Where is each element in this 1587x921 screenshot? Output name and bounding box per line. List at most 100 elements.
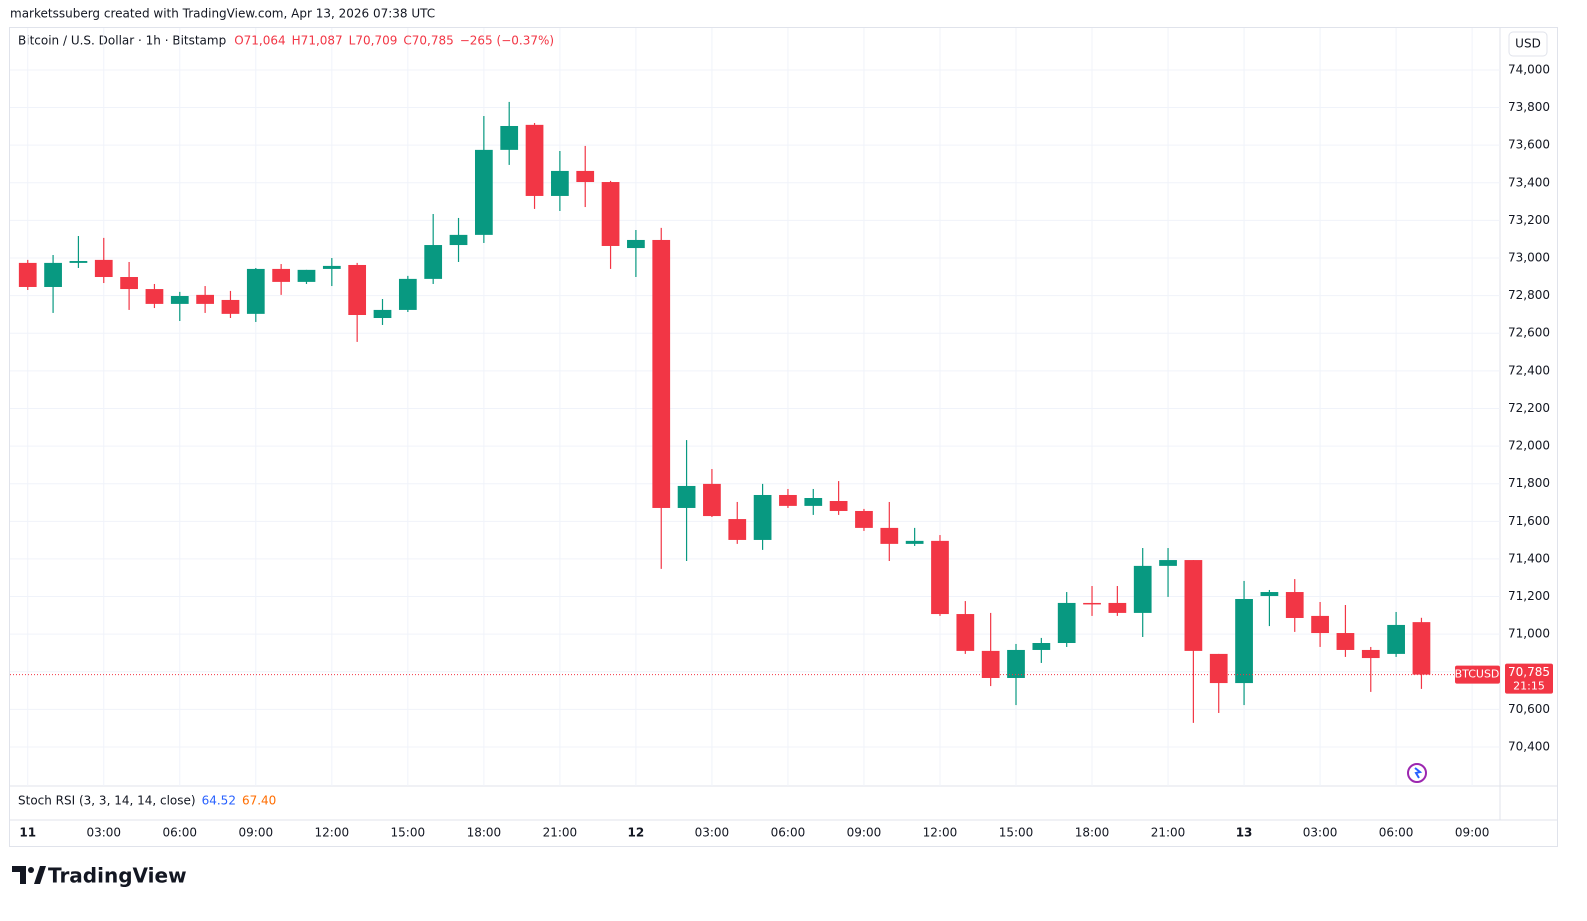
candle-body	[627, 239, 645, 249]
candle-body	[18, 262, 37, 287]
candle-body	[1311, 615, 1329, 634]
y-tick-label: 74,000	[1508, 62, 1550, 76]
candle-body	[297, 269, 316, 282]
y-tick-label: 71,800	[1508, 476, 1550, 490]
candle-body	[703, 483, 721, 517]
candle-body	[551, 170, 569, 196]
x-tick-label: 12:00	[923, 826, 958, 840]
y-tick-label: 70,600	[1508, 702, 1550, 716]
currency-button[interactable]	[1508, 31, 1548, 57]
candle-body	[221, 299, 240, 314]
countdown: 21:15	[1513, 680, 1545, 693]
candle-body	[1032, 643, 1051, 650]
candle-body	[272, 268, 291, 282]
legend-value: O71,064	[234, 34, 285, 48]
candle-body	[1285, 592, 1304, 618]
candle-body	[44, 262, 62, 287]
candle-body	[981, 650, 1000, 678]
y-tick-label: 73,400	[1508, 175, 1550, 189]
candle-body	[145, 289, 164, 304]
candle-body	[398, 278, 417, 310]
y-tick-label: 73,600	[1508, 138, 1550, 152]
candle-body	[601, 182, 620, 246]
legend-value: −265 (−0.37%)	[460, 34, 554, 48]
logo-mark	[12, 866, 26, 884]
x-tick-label: 03:00	[1303, 826, 1338, 840]
x-tick-label: 06:00	[771, 826, 806, 840]
x-tick-label: 09:00	[847, 826, 882, 840]
y-tick-label: 71,200	[1508, 589, 1550, 603]
y-tick-label: 73,800	[1508, 100, 1550, 114]
candle-body	[1133, 565, 1152, 613]
candle-body	[1083, 602, 1101, 605]
x-tick-label: 03:00	[86, 826, 121, 840]
y-tick-label: 72,400	[1508, 363, 1550, 377]
x-tick-label: 18:00	[1075, 826, 1110, 840]
icon-bolt	[1414, 767, 1423, 779]
legend-value: C70,785	[403, 34, 453, 48]
y-tick-label: 72,200	[1508, 401, 1550, 415]
x-tick-label: 09:00	[239, 826, 274, 840]
candle-body	[1361, 649, 1380, 659]
x-tick-label: 06:00	[162, 826, 197, 840]
y-tick-label: 73,000	[1508, 251, 1550, 265]
logo-dot	[28, 867, 34, 873]
x-tick-label: 12:00	[315, 826, 350, 840]
indicator-name: Stoch RSI (3, 3, 14, 14, close)	[18, 794, 196, 808]
x-tick-label: 15:00	[391, 826, 426, 840]
candle-body	[1235, 598, 1253, 684]
candle-body	[905, 540, 924, 544]
candle-body	[829, 501, 848, 511]
candle-body	[931, 540, 949, 615]
candle-body	[348, 264, 367, 316]
y-tick-label: 72,600	[1508, 326, 1550, 340]
legend-value: L70,709	[349, 34, 398, 48]
y-tick-label: 73,200	[1508, 213, 1550, 227]
y-tick-label: 71,600	[1508, 514, 1550, 528]
candle-body	[246, 268, 265, 314]
candle-body	[94, 259, 113, 278]
price-label: 70,785	[1508, 665, 1550, 679]
candle-body	[373, 309, 392, 319]
y-tick-label: 70,400	[1508, 740, 1550, 754]
assistant-icon[interactable]	[1407, 763, 1427, 783]
symbol-tag	[1455, 665, 1500, 684]
candle-body	[1387, 624, 1405, 654]
plot	[10, 101, 1500, 723]
candle-body	[1159, 560, 1177, 566]
candle-body	[500, 125, 519, 150]
frame	[9, 27, 1558, 847]
x-tick-label: 12	[628, 826, 645, 840]
x-tick-label: 21:00	[1151, 826, 1186, 840]
candle-body	[449, 234, 468, 246]
y-tick-label: 72,000	[1508, 439, 1550, 453]
brand: TradingView	[48, 864, 187, 888]
candle-body	[576, 170, 595, 183]
candle-body	[424, 245, 443, 279]
candle-body	[1209, 653, 1228, 684]
candle-body	[1336, 633, 1355, 650]
stoch-d: 67.40	[242, 794, 276, 808]
currency[interactable]: USD	[1515, 37, 1541, 51]
candle-body	[804, 497, 823, 506]
x-tick-label: 03:00	[695, 826, 730, 840]
candle-body	[1057, 602, 1076, 644]
candle-body	[322, 265, 341, 269]
brand-logo	[12, 866, 46, 884]
candle-body	[880, 527, 899, 544]
candle-body	[474, 149, 493, 235]
candle-body	[855, 510, 873, 528]
candle-body	[120, 277, 138, 290]
x-tick-label: 18:00	[467, 826, 502, 840]
y-tick-label: 71,400	[1508, 551, 1550, 565]
x-tick-label: 21:00	[543, 826, 578, 840]
candle-body	[652, 239, 671, 508]
x-tick-label: 09:00	[1455, 826, 1490, 840]
candle-body	[779, 494, 797, 506]
chart-title: Bitcoin / U.S. Dollar · 1h · Bitstamp	[18, 34, 226, 48]
candle-body	[1007, 649, 1025, 678]
candle-body	[1412, 622, 1431, 675]
x-tick-label: 13	[1236, 826, 1253, 840]
